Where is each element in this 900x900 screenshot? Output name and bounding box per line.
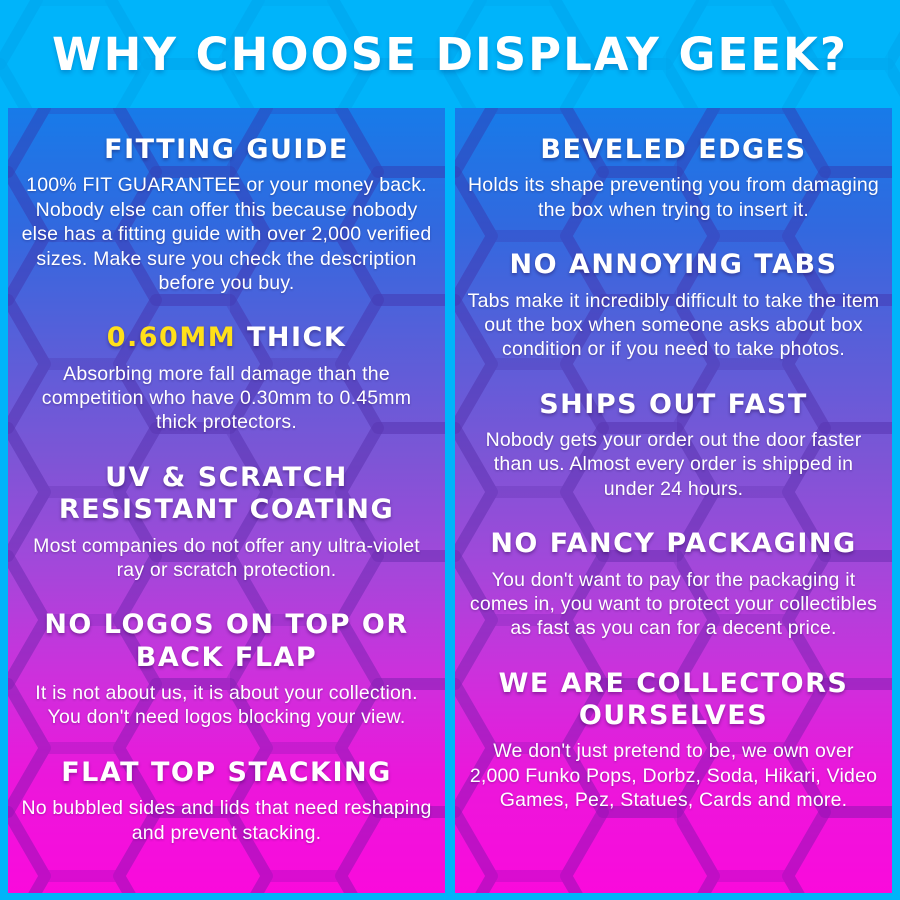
right-feature-list: BEVELED EDGES Holds its shape preventing… (455, 108, 892, 813)
feature-columns: FITTING GUIDE 100% FIT GUARANTEE or your… (8, 108, 892, 893)
section-body: You don't want to pay for the packaging … (469, 568, 878, 640)
feature-section: NO LOGOS ON TOP OR BACK FLAP It is not a… (20, 609, 433, 730)
section-body: It is not about us, it is about your col… (35, 682, 418, 729)
section-heading-text: WE ARE COLLECTORS OURSELVES (498, 667, 849, 732)
feature-section: NO FANCY PACKAGING You don't want to pay… (467, 528, 880, 641)
section-body: Tabs make it incredibly difficult to tak… (467, 289, 880, 361)
left-feature-list: FITTING GUIDE 100% FIT GUARANTEE or your… (8, 108, 445, 845)
hex-overlay-decoration (455, 108, 892, 893)
feature-section: UV & SCRATCH RESISTANT COATING Most comp… (20, 462, 433, 583)
section-body: Most companies do not offer any ultra-vi… (33, 534, 420, 581)
section-body: No bubbled sides and lids that need resh… (21, 797, 432, 844)
section-heading-text: FITTING GUIDE (104, 134, 349, 165)
feature-section: 0.60MM THICK Absorbing more fall damage … (20, 322, 433, 435)
section-heading: 0.60MM THICK (20, 322, 433, 354)
section-heading: FITTING GUIDE (20, 134, 433, 166)
section-heading-highlight: 0.60MM (106, 322, 237, 354)
section-body: We don't just pretend to be, we own over… (469, 740, 878, 812)
feature-section: SHIPS OUT FAST Nobody gets your order ou… (467, 389, 880, 502)
section-heading-text: UV & SCRATCH RESISTANT COATING (58, 461, 395, 526)
right-column-panel: BEVELED EDGES Holds its shape preventing… (455, 108, 892, 893)
section-heading: SHIPS OUT FAST (467, 389, 880, 421)
section-body: 100% FIT GUARANTEE or your money back. N… (21, 174, 432, 294)
page-title: WHY CHOOSE DISPLAY GEEK? (52, 27, 848, 81)
section-heading: NO ANNOYING TABS (467, 249, 880, 281)
section-heading-text: NO LOGOS ON TOP OR BACK FLAP (44, 609, 409, 673)
section-heading-text: NO FANCY PACKAGING (490, 528, 857, 560)
section-heading: BEVELED EDGES (467, 134, 880, 166)
left-column-panel: FITTING GUIDE 100% FIT GUARANTEE or your… (8, 108, 445, 893)
section-heading: FLAT TOP STACKING (20, 757, 433, 789)
section-heading: NO FANCY PACKAGING (467, 528, 880, 560)
section-heading-text: FLAT TOP STACKING (61, 756, 392, 788)
hex-overlay-decoration (8, 108, 445, 893)
feature-section: BEVELED EDGES Holds its shape preventing… (467, 134, 880, 222)
section-heading-text: BEVELED EDGES (540, 134, 807, 165)
section-heading: UV & SCRATCH RESISTANT COATING (20, 462, 433, 527)
section-heading: NO LOGOS ON TOP OR BACK FLAP (20, 609, 433, 674)
section-heading-text: NO ANNOYING TABS (509, 249, 838, 281)
feature-section: FITTING GUIDE 100% FIT GUARANTEE or your… (20, 134, 433, 295)
banner-hex-overlay-decoration (0, 0, 900, 108)
feature-section: FLAT TOP STACKING No bubbled sides and l… (20, 757, 433, 845)
header-banner: WHY CHOOSE DISPLAY GEEK? (0, 0, 900, 108)
section-heading: WE ARE COLLECTORS OURSELVES (467, 668, 880, 733)
section-heading-text: SHIPS OUT FAST (539, 388, 808, 420)
feature-section: NO ANNOYING TABS Tabs make it incredibly… (467, 249, 880, 362)
section-body: Holds its shape preventing you from dama… (468, 174, 879, 221)
section-heading-text: THICK (236, 322, 347, 354)
section-body: Nobody gets your order out the door fast… (485, 429, 862, 500)
section-body: Absorbing more fall damage than the comp… (41, 362, 412, 434)
feature-section: WE ARE COLLECTORS OURSELVES We don't jus… (467, 668, 880, 813)
